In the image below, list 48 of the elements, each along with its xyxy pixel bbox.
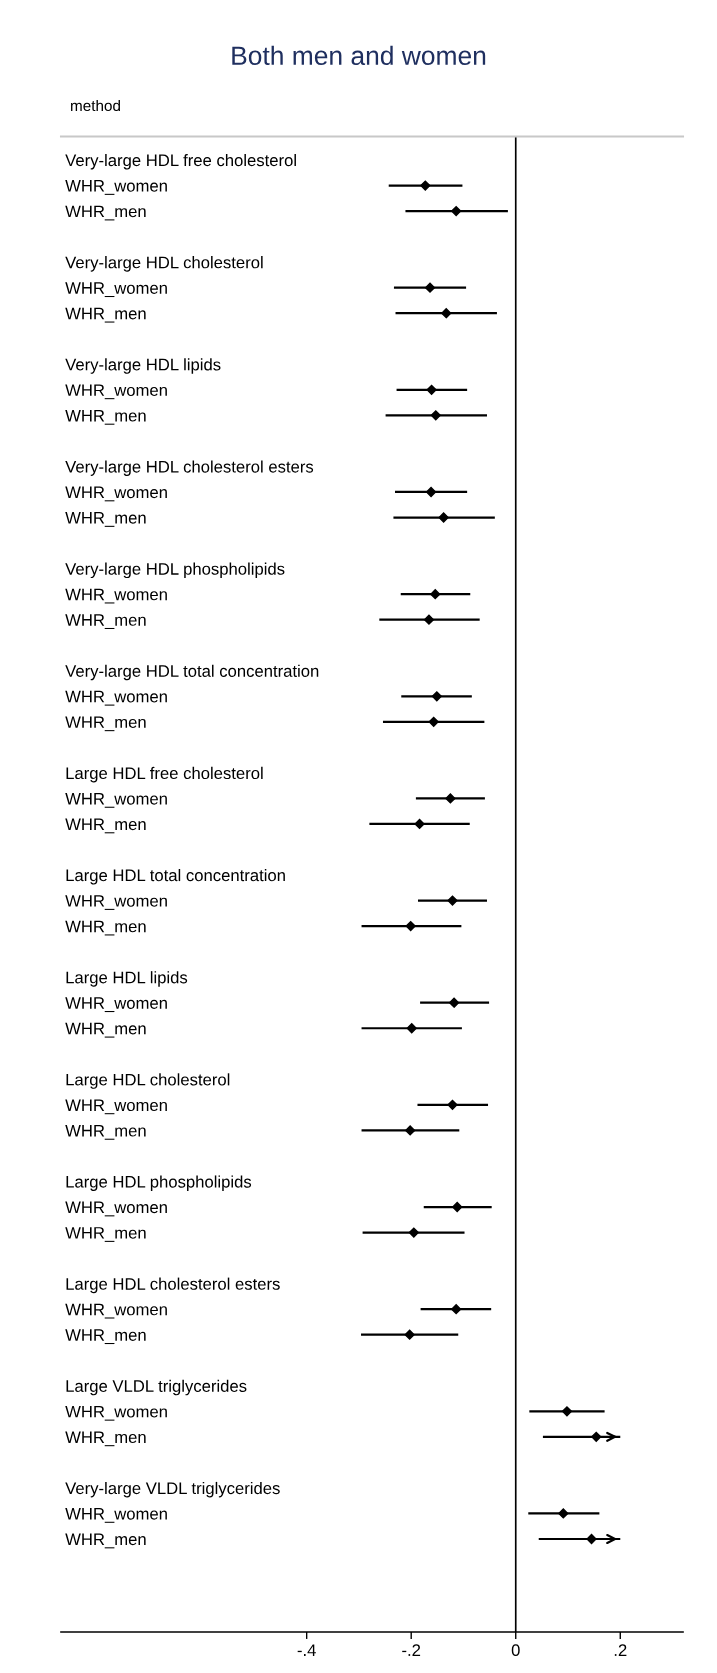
y-tick-label: WHR_men — [65, 1227, 146, 1242]
y-tick-label: WHR_men — [65, 512, 146, 527]
y-tick-label: WHR_men — [65, 1533, 146, 1549]
y-tick-label: WHR_women — [65, 588, 167, 604]
y-tick-label: Very-large HDL cholesterol esters — [65, 460, 314, 476]
y-tick-label: WHR_men — [65, 1124, 146, 1140]
y-tick-label: WHR_women — [65, 486, 167, 502]
y-tick-label: WHR_women — [65, 793, 167, 808]
y-tick-label: WHR_men — [65, 1329, 146, 1345]
y-tick-label: WHR_men — [65, 1022, 146, 1038]
y-tick-label: WHR_men — [65, 307, 146, 323]
y-tick-label: Very-large HDL lipids — [65, 358, 221, 374]
y-tick-label: WHR_men — [65, 409, 146, 425]
y-tick-label: WHR_men — [65, 205, 146, 221]
y-tick-label: WHR_men — [65, 920, 146, 936]
y-tick-label: WHR_women — [65, 997, 167, 1013]
y-tick-label: WHR_women — [65, 384, 167, 400]
y-tick-label: Very-large HDL phospholipids — [65, 562, 285, 579]
y-tick-label: WHR_men — [65, 716, 146, 732]
y-tick-label: WHR_men — [65, 614, 146, 630]
chart-title: Both men and women — [232, 45, 486, 66]
y-tick-label: WHR_women — [65, 1405, 167, 1421]
y-tick-label: WHR_women — [65, 1508, 167, 1523]
y-tick-label: WHR_women — [65, 895, 167, 910]
y-tick-label: WHR_women — [65, 1303, 167, 1319]
y-tick-label: Large HDL cholesterol esters — [66, 1277, 280, 1294]
y-tick-label: WHR_men — [65, 1431, 146, 1447]
y-tick-label: Large HDL total concentration — [66, 869, 285, 885]
x-tick-label: .2 — [614, 1644, 627, 1656]
y-tick-label: Very-large HDL cholesterol — [65, 256, 263, 272]
y-tick-label: Very-large HDL total concentration — [65, 664, 319, 681]
y-tick-label: Large HDL cholesterol — [66, 1073, 230, 1089]
y-tick-label: Very-large HDL free cholesterol — [65, 153, 296, 170]
y-tick-label: WHR_men — [65, 818, 146, 834]
y-tick-label: Large VLDL triglycerides — [66, 1379, 247, 1396]
y-tick-label: Large HDL phospholipids — [66, 1175, 252, 1191]
y-axis-title: method — [71, 99, 120, 112]
y-tick-label: WHR_women — [65, 180, 167, 195]
y-tick-label: WHR_women — [65, 690, 167, 706]
y-tick-label: WHR_women — [65, 1099, 167, 1115]
y-tick-label: Large HDL lipids — [66, 971, 188, 987]
y-tick-label: WHR_women — [65, 282, 167, 298]
y-tick-label: Very-large VLDL triglycerides — [65, 1481, 280, 1498]
x-tick-label: -.4 — [297, 1644, 316, 1656]
x-tick-label: 0 — [511, 1644, 520, 1657]
y-tick-label: WHR_women — [65, 1201, 167, 1217]
x-tick-label: -.2 — [402, 1644, 421, 1656]
y-tick-label: Large HDL free cholesterol — [66, 766, 263, 783]
